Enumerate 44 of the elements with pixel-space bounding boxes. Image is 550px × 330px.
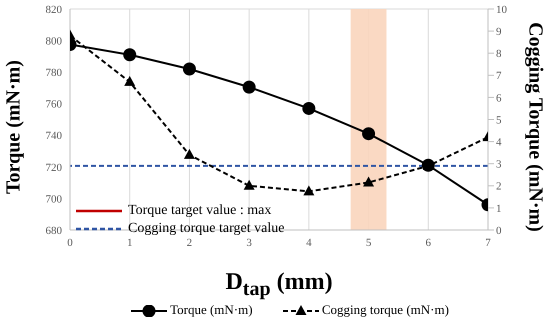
point: [124, 76, 136, 86]
y2-tick-label: 10: [496, 4, 508, 16]
y2-tick-label: 4: [496, 136, 502, 149]
legend-label: Torque (mN·m): [170, 302, 253, 317]
point: [363, 176, 374, 186]
y2-tick-label: 6: [496, 92, 502, 104]
legend-label: Cogging torque target value: [127, 220, 284, 238]
legend-label: Cogging torque (mN·m): [322, 302, 449, 317]
x-tick-label: 2: [186, 236, 192, 249]
x-tick-label: 1: [126, 236, 132, 249]
y2-tick-label: 2: [496, 180, 502, 193]
y-tick-label: 680: [46, 224, 62, 237]
y-tick-label: 780: [46, 67, 62, 80]
point: [184, 148, 195, 159]
x-tick-label: 6: [426, 236, 432, 249]
y2-tick-label: 7: [496, 70, 502, 82]
y2-tick-label: 5: [496, 114, 502, 126]
y-tick-label: 700: [46, 193, 62, 206]
annotation: Torque target value : max: [127, 202, 272, 220]
point: [123, 48, 136, 62]
point: [182, 62, 196, 76]
y-tick-label: 720: [46, 162, 62, 174]
point: [242, 80, 256, 94]
point: [302, 102, 316, 115]
point: [362, 127, 376, 140]
x-tick-label: 5: [366, 236, 372, 249]
y-tick-label: 820: [46, 4, 62, 16]
x-tick-label: 7: [485, 236, 492, 249]
y2-tick-label: 3: [496, 158, 502, 171]
point: [303, 185, 314, 196]
y2-tick-label: 9: [496, 26, 502, 38]
y-tick-label: 760: [46, 98, 62, 111]
y2-axis-title: Cogging Torque (mN·m): [524, 22, 546, 232]
y2-tick-label: 1: [496, 202, 502, 215]
x-axis-title: D$_{tap}$ (mm): [225, 269, 333, 301]
x-tick-label: 3: [246, 236, 252, 249]
x-tick-label: 0: [67, 236, 74, 249]
y2-tick-label: 0: [496, 224, 502, 237]
y-tick-label: 740: [46, 130, 62, 142]
y2-tick-label: 8: [496, 48, 502, 60]
y-axis-title: Torque (mN·m): [2, 60, 26, 194]
y-tick-label: 800: [46, 35, 62, 48]
x-tick-label: 4: [306, 236, 312, 249]
point: [244, 180, 255, 190]
